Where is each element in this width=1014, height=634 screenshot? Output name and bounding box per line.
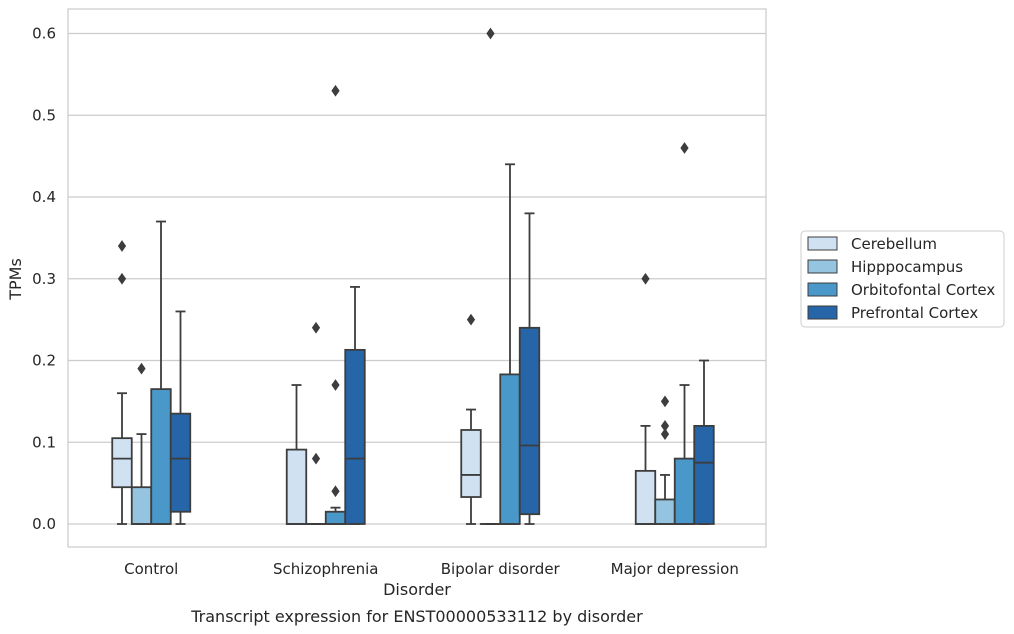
box-iqr [285, 448, 308, 525]
y-axis-title: TPMs [6, 258, 25, 301]
box-prefrontal-cortex [344, 286, 366, 525]
box-prefrontal-cortex [518, 212, 541, 525]
flier-point [660, 420, 670, 432]
legend-label: Prefrontal Cortex [851, 304, 978, 322]
box-cerebellum [634, 272, 657, 525]
box-iqr [654, 498, 676, 525]
y-tick-label: 0.6 [32, 25, 56, 43]
legend-frame [800, 230, 1005, 328]
flier-point [311, 452, 321, 465]
y-tick-label: 0.2 [32, 352, 56, 370]
box-iqr [460, 429, 482, 498]
box-iqr [111, 437, 133, 489]
flier-point [117, 272, 127, 285]
box-cerebellum [460, 313, 482, 525]
box-iqr [150, 388, 172, 525]
legend-swatch [807, 282, 838, 297]
x-tick-label: Major depression [611, 560, 739, 578]
x-tick-label: Bipolar disorder [441, 560, 561, 578]
legend-label: Orbitofontal Cortex [851, 281, 995, 299]
flier-point [331, 379, 340, 391]
y-axis-ticks: 0.0 0.1 0.2 0.3 0.4 0.5 0.6 [32, 25, 56, 534]
box-prefrontal-cortex [169, 310, 192, 525]
flier-point [311, 321, 321, 334]
legend-swatch [807, 305, 838, 320]
box-orbitofontal-cortex [324, 84, 347, 525]
flier-point [660, 428, 670, 440]
box-iqr [518, 326, 541, 516]
box-prefrontal-cortex [693, 359, 715, 525]
x-axis-title: Disorder [383, 580, 451, 599]
box-iqr [324, 510, 347, 525]
y-tick-label: 0.1 [32, 433, 56, 451]
box-iqr [673, 457, 696, 525]
box-iqr [344, 348, 366, 525]
legend-swatch [807, 259, 838, 274]
box-iqr [169, 412, 192, 513]
flier-point [486, 27, 495, 40]
box-iqr [634, 469, 657, 525]
legend: Cerebellum Hipppocampus Orbitofontal Corte… [800, 230, 1005, 328]
legend-label: Hipppocampus [851, 258, 963, 276]
legend-swatch [807, 236, 838, 251]
flier-point [466, 313, 476, 326]
legend-label: Cerebellum [851, 235, 937, 253]
box-iqr [499, 373, 521, 525]
flier-point [331, 84, 340, 97]
flier-point [117, 240, 127, 252]
box-series-group [111, 27, 715, 525]
chart-caption: Transcript expression for ENST0000053311… [190, 607, 643, 626]
flier-point [660, 395, 670, 408]
flier-point [331, 485, 340, 498]
y-tick-label: 0.0 [32, 515, 56, 533]
box-hipppocampus [654, 395, 676, 525]
x-axis-ticks: Control Schizophrenia Bipolar disorder Majo… [124, 560, 739, 578]
box-hipppocampus [130, 362, 153, 525]
flier-point [680, 142, 689, 154]
y-tick-label: 0.5 [32, 106, 56, 124]
box-cerebellum [111, 240, 133, 525]
flier-point [641, 272, 650, 285]
flier-point [137, 362, 146, 375]
x-tick-label: Schizophrenia [273, 560, 378, 578]
box-iqr [693, 424, 715, 525]
box-cerebellum [285, 384, 308, 525]
plot-frame [67, 8, 767, 548]
box-iqr [130, 486, 153, 525]
x-tick-label: Control [124, 560, 178, 578]
y-tick-label: 0.3 [32, 270, 56, 288]
y-tick-label: 0.4 [32, 188, 56, 206]
